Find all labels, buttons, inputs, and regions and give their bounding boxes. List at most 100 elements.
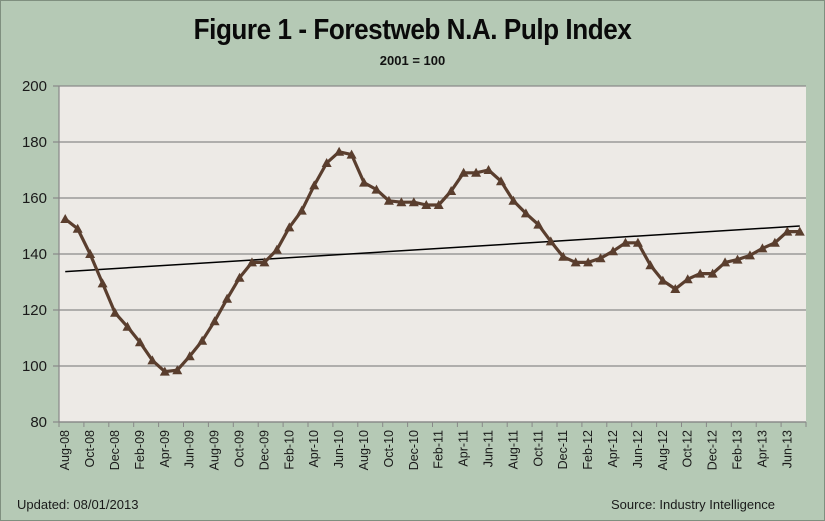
x-tick-label: Oct-12 — [681, 430, 695, 468]
x-tick-label: Feb-09 — [133, 430, 147, 470]
x-tick-label: Jun-09 — [183, 430, 197, 468]
triangle-marker — [520, 208, 531, 218]
triangle-marker — [246, 257, 257, 267]
x-tick-label: Aug-10 — [357, 430, 371, 470]
x-tick-label: Jun-11 — [482, 430, 496, 467]
triangle-marker — [159, 366, 170, 376]
y-tick-label: 160 — [22, 190, 47, 207]
x-tick-label: Dec-11 — [556, 430, 570, 469]
triangle-marker — [110, 307, 121, 317]
triangle-marker — [458, 167, 469, 177]
x-tick-label: Jun-12 — [631, 430, 645, 468]
source-note: Source: Industry Intelligence — [611, 497, 776, 512]
triangle-marker — [134, 337, 145, 347]
triangle-marker — [695, 268, 706, 278]
triangle-marker — [334, 146, 345, 156]
x-tick-label: Oct-08 — [83, 430, 97, 468]
triangle-marker — [259, 257, 270, 267]
triangle-marker — [296, 205, 307, 215]
y-tick-label: 200 — [22, 78, 47, 95]
x-tick-label: Oct-09 — [233, 430, 247, 468]
x-tick-label: Oct-11 — [531, 430, 545, 467]
chart-title: Figure 1 - Forestweb N.A. Pulp Index — [193, 14, 632, 46]
triangle-marker — [346, 149, 357, 159]
triangle-marker — [657, 275, 668, 285]
triangle-marker — [483, 165, 494, 174]
x-tick-label: Apr-12 — [606, 430, 620, 468]
triangle-marker — [744, 250, 755, 260]
triangle-marker — [782, 226, 793, 236]
triangle-marker — [72, 223, 83, 233]
x-tick-label: Oct-10 — [382, 430, 396, 468]
triangle-marker — [271, 244, 282, 254]
triangle-marker — [446, 186, 457, 195]
y-tick-label: 120 — [22, 302, 47, 319]
triangle-marker — [184, 351, 195, 361]
triangle-marker — [545, 236, 556, 246]
x-tick-label: Jun-13 — [780, 430, 794, 468]
triangle-marker — [508, 195, 519, 205]
triangle-marker — [97, 278, 108, 288]
triangle-marker — [570, 257, 581, 267]
triangle-marker — [309, 180, 320, 190]
x-axis: Aug-08 Oct-08 Dec-08 Feb-09 Apr-09 Jun-09 Aug-… — [58, 422, 807, 470]
triangle-marker — [632, 237, 643, 247]
y-tick-label: 80 — [30, 414, 47, 431]
triangle-marker — [558, 251, 569, 261]
triangle-marker — [757, 243, 768, 253]
x-tick-label: Jun-10 — [332, 430, 346, 468]
triangle-marker — [321, 158, 332, 167]
triangle-marker — [234, 272, 245, 282]
y-tick-label: 180 — [22, 134, 47, 151]
x-tick-label: Apr-13 — [755, 430, 769, 468]
triangle-marker — [209, 316, 220, 326]
triangle-marker — [707, 268, 718, 278]
x-tick-label: Aug-12 — [656, 430, 670, 470]
trendline — [65, 225, 800, 273]
triangle-marker — [720, 257, 731, 267]
x-tick-label: Dec-10 — [407, 430, 421, 470]
x-tick-label: Aug-09 — [208, 430, 222, 470]
y-tick-label: 140 — [22, 246, 47, 263]
triangle-marker — [682, 274, 693, 284]
triangle-marker — [147, 355, 158, 365]
x-tick-label: Dec-09 — [257, 430, 271, 470]
triangle-marker — [122, 321, 133, 331]
triangle-marker — [769, 237, 780, 247]
x-tick-label: Feb-13 — [731, 430, 745, 470]
triangle-marker — [60, 214, 71, 223]
triangle-marker — [197, 335, 208, 345]
triangle-marker — [794, 226, 805, 236]
triangle-marker — [408, 197, 419, 207]
triangle-marker — [371, 184, 382, 194]
x-tick-label: Dec-12 — [706, 430, 720, 470]
triangle-marker — [172, 365, 183, 375]
triangle-marker — [421, 200, 432, 209]
updated-date: Updated: 08/01/2013 — [17, 497, 139, 512]
data-series — [60, 146, 805, 376]
y-tick-label: 100 — [22, 358, 47, 375]
x-tick-label: Feb-11 — [432, 430, 446, 469]
triangle-marker — [620, 237, 631, 247]
triangle-marker — [284, 222, 295, 232]
triangle-marker — [608, 246, 619, 256]
triangle-marker — [732, 254, 743, 264]
triangle-marker — [670, 284, 681, 293]
x-tick-label: Dec-08 — [108, 430, 122, 470]
triangle-marker — [471, 167, 482, 177]
x-tick-label: Feb-10 — [282, 430, 296, 470]
x-tick-label: Aug-08 — [58, 430, 72, 470]
x-tick-label: Aug-11 — [506, 430, 520, 469]
triangle-marker — [595, 253, 606, 263]
trend-line — [65, 225, 800, 273]
triangle-marker — [85, 249, 96, 258]
x-tick-label: Feb-12 — [581, 430, 595, 470]
x-tick-label: Apr-10 — [307, 430, 321, 468]
triangle-marker — [222, 293, 233, 303]
triangle-marker — [359, 177, 370, 187]
triangle-marker — [533, 219, 544, 229]
chart-subtitle: 2001 = 100 — [379, 53, 446, 68]
x-tick-label: Apr-09 — [158, 430, 172, 468]
triangle-marker — [433, 200, 444, 209]
